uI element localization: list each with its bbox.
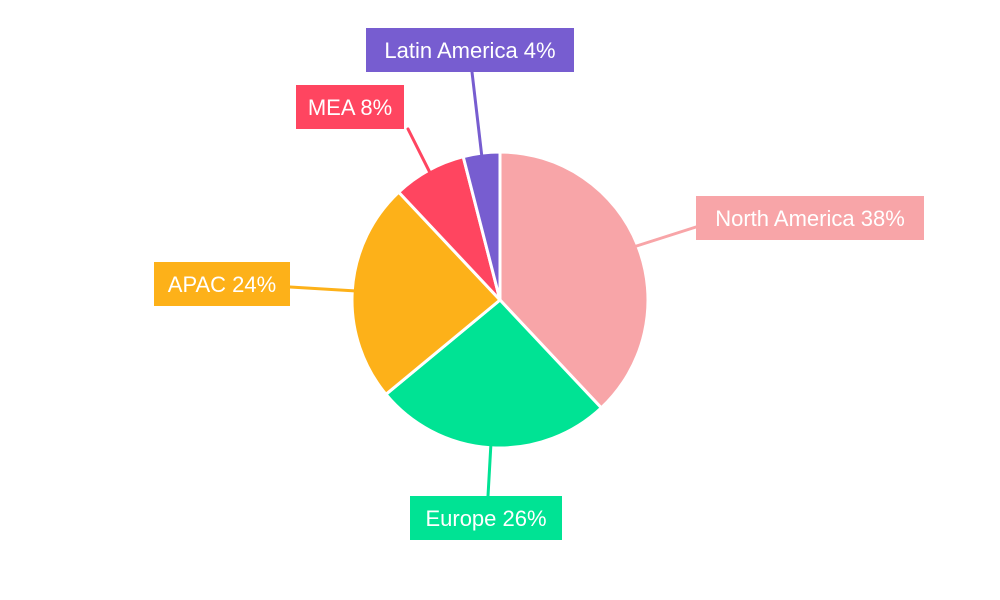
data-label-text-europe: Europe 26% (425, 506, 546, 531)
labels-layer: North America 38% Europe 26% APAC 24% MEA 8… (154, 28, 924, 540)
data-label-text-apac: APAC 24% (168, 272, 276, 297)
data-label-europe: Europe 26% (410, 496, 562, 540)
data-label-text-latin-america: Latin America 4% (384, 38, 555, 63)
data-label-box-mea (296, 85, 404, 129)
data-label-apac: APAC 24% (154, 262, 290, 306)
data-label-north-america: North America 38% (696, 196, 924, 240)
data-label-text-north-america: North America 38% (715, 206, 905, 231)
leader-line-latin-america (470, 70, 484, 157)
data-label-box-apac (154, 262, 290, 306)
data-label-latin-america: Latin America 4% (366, 28, 574, 72)
leader-line-north-america (634, 225, 698, 248)
data-label-mea: MEA 8% (296, 85, 404, 129)
data-label-box-latin-america (366, 28, 574, 72)
leader-line-apac (288, 285, 356, 293)
slices-layer (350, 150, 650, 450)
leader-line-mea (406, 127, 432, 174)
data-label-text-mea: MEA 8% (308, 95, 392, 120)
leader-line-europe (486, 444, 493, 498)
data-label-box-europe (410, 496, 562, 540)
data-label-box-north-america (696, 196, 924, 240)
leaders-layer (288, 70, 698, 498)
